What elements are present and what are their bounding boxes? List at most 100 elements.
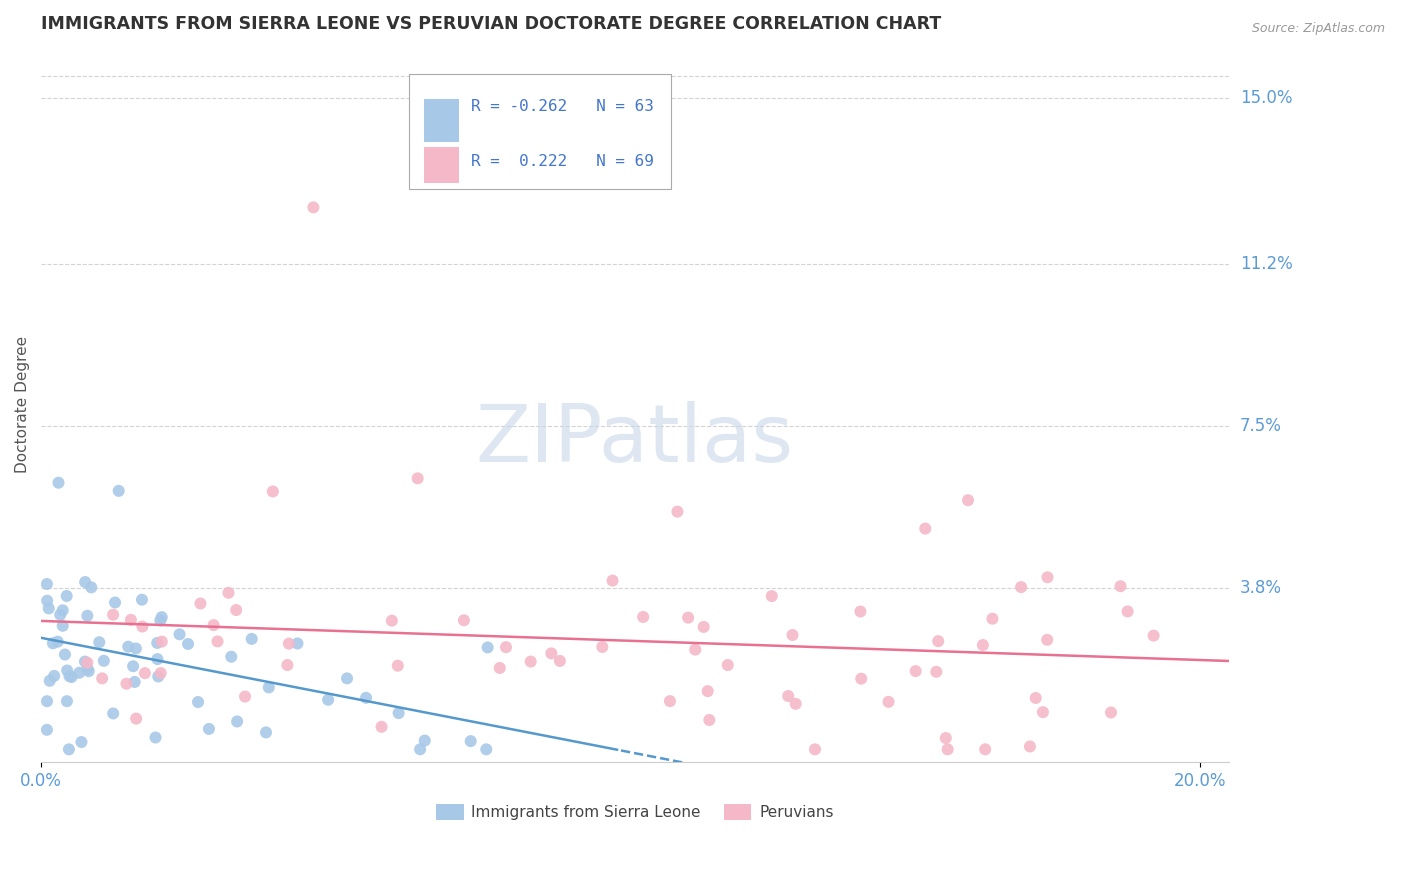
Point bbox=[38, 601, 60, 615]
Point bbox=[699, 713, 721, 727]
Point bbox=[198, 722, 221, 736]
Point bbox=[217, 586, 239, 600]
Point bbox=[240, 632, 263, 646]
Point bbox=[76, 608, 98, 623]
Point bbox=[76, 662, 98, 676]
Point bbox=[169, 627, 191, 641]
Point bbox=[287, 636, 309, 650]
Point bbox=[233, 690, 256, 704]
Point bbox=[804, 742, 827, 756]
Point bbox=[936, 742, 959, 756]
Point bbox=[666, 505, 689, 519]
Point bbox=[388, 706, 411, 720]
Point bbox=[125, 641, 148, 656]
Point bbox=[336, 672, 359, 686]
Point bbox=[782, 628, 804, 642]
Point bbox=[35, 577, 58, 591]
Point bbox=[52, 619, 75, 633]
Point bbox=[778, 689, 800, 703]
Point bbox=[453, 613, 475, 627]
Point bbox=[914, 522, 936, 536]
Point bbox=[685, 642, 707, 657]
Point bbox=[120, 613, 142, 627]
Point bbox=[877, 695, 900, 709]
FancyBboxPatch shape bbox=[423, 99, 460, 143]
Point bbox=[1036, 570, 1059, 584]
Point bbox=[761, 589, 783, 603]
Point bbox=[115, 676, 138, 690]
Point bbox=[904, 664, 927, 678]
Point bbox=[956, 493, 979, 508]
Text: R = -0.262   N = 63: R = -0.262 N = 63 bbox=[471, 99, 654, 114]
Y-axis label: Doctorate Degree: Doctorate Degree bbox=[15, 335, 30, 473]
Point bbox=[125, 712, 148, 726]
Point bbox=[381, 614, 404, 628]
Point bbox=[53, 648, 76, 662]
Point bbox=[1019, 739, 1042, 754]
Point bbox=[190, 597, 212, 611]
Point bbox=[1036, 632, 1059, 647]
Point bbox=[631, 610, 654, 624]
Point bbox=[76, 656, 98, 670]
Point bbox=[935, 731, 957, 745]
Point bbox=[150, 634, 173, 648]
Point bbox=[55, 589, 77, 603]
Point bbox=[150, 610, 173, 624]
Point bbox=[972, 638, 994, 652]
FancyBboxPatch shape bbox=[409, 74, 671, 189]
Point bbox=[221, 649, 243, 664]
Point bbox=[602, 574, 624, 588]
Point bbox=[548, 654, 571, 668]
Point bbox=[177, 637, 200, 651]
Point bbox=[519, 655, 541, 669]
Point bbox=[70, 735, 93, 749]
Point bbox=[1032, 705, 1054, 719]
Point bbox=[49, 607, 72, 622]
Point bbox=[488, 661, 510, 675]
Point bbox=[1099, 706, 1122, 720]
Point bbox=[75, 575, 97, 590]
Point bbox=[37, 593, 59, 607]
Point bbox=[207, 634, 229, 648]
Point bbox=[58, 742, 80, 756]
Point bbox=[1109, 579, 1132, 593]
Point bbox=[409, 742, 432, 756]
FancyBboxPatch shape bbox=[423, 147, 460, 183]
Text: 7.5%: 7.5% bbox=[1240, 417, 1282, 435]
Point bbox=[475, 742, 498, 756]
Point bbox=[1116, 604, 1139, 618]
Point bbox=[148, 669, 170, 683]
Point bbox=[101, 607, 124, 622]
Point bbox=[1010, 580, 1032, 594]
Point bbox=[202, 618, 225, 632]
Point bbox=[93, 654, 115, 668]
Point bbox=[149, 614, 172, 628]
Legend: Immigrants from Sierra Leone, Peruvians: Immigrants from Sierra Leone, Peruvians bbox=[430, 798, 839, 827]
Point bbox=[149, 666, 172, 681]
Text: 11.2%: 11.2% bbox=[1240, 255, 1292, 273]
Text: R =  0.222   N = 69: R = 0.222 N = 69 bbox=[471, 154, 654, 169]
Point bbox=[89, 635, 111, 649]
Point bbox=[42, 636, 65, 650]
Point bbox=[477, 640, 499, 655]
Point bbox=[262, 484, 284, 499]
Point bbox=[91, 672, 114, 686]
Point bbox=[56, 664, 79, 678]
Point bbox=[131, 619, 153, 633]
Point bbox=[226, 714, 249, 729]
Point bbox=[107, 483, 129, 498]
Point bbox=[67, 665, 90, 680]
Point bbox=[80, 581, 103, 595]
Point bbox=[354, 690, 377, 705]
Point bbox=[58, 669, 80, 683]
Point bbox=[387, 658, 409, 673]
Text: ZIPatlas: ZIPatlas bbox=[475, 401, 794, 479]
Point bbox=[77, 664, 100, 678]
Point bbox=[540, 647, 562, 661]
Point bbox=[48, 475, 70, 490]
Point bbox=[659, 694, 682, 708]
Point bbox=[495, 640, 517, 655]
Point bbox=[35, 694, 58, 708]
Point bbox=[56, 694, 79, 708]
Point bbox=[145, 731, 167, 745]
